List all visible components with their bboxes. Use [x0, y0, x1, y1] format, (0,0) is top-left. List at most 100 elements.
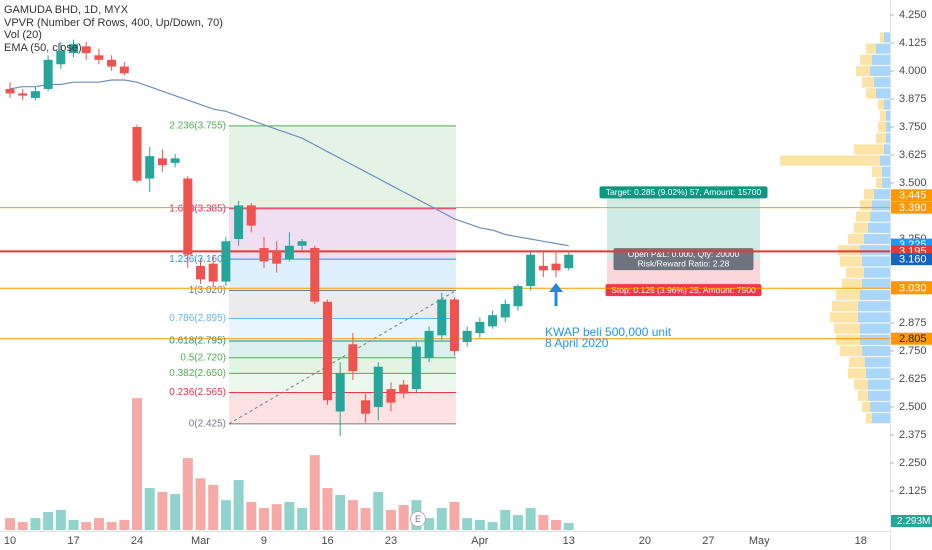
candle-body	[488, 315, 498, 327]
x-tick-label: 20	[639, 535, 651, 547]
vpvr-up-bar	[860, 289, 890, 301]
vpvr-up-bar	[880, 155, 890, 166]
fib-level-label: 1.618(3.385)	[169, 203, 226, 214]
volume-bar	[512, 515, 523, 530]
candle-body	[94, 55, 104, 60]
candle-body	[437, 299, 447, 336]
price-label: 3.160	[899, 254, 927, 266]
candle-body	[373, 366, 383, 408]
candle-body	[361, 400, 371, 414]
candle-body	[449, 299, 459, 352]
candle-body	[69, 44, 79, 54]
indicator-legend: VPVR (Number Of Rows, 400, Up/Down, 70)	[4, 17, 223, 29]
vpvr-down-bar	[878, 99, 884, 110]
candle-body	[107, 59, 117, 67]
vpvr-down-bar	[848, 368, 866, 379]
y-tick-label: 2.875	[899, 317, 927, 329]
volume-bar	[398, 505, 409, 530]
volume-bar	[360, 508, 371, 530]
volume-bar	[119, 519, 130, 530]
price-label-bg	[891, 245, 932, 258]
candle-body	[234, 205, 244, 240]
vpvr-up-bar	[884, 32, 890, 43]
vpvr-down-bar	[848, 233, 864, 245]
y-tick-label: 3.875	[899, 93, 927, 105]
vpvr-down-bar	[849, 357, 865, 368]
vpvr-down-bar	[832, 301, 858, 312]
volume-bar	[81, 522, 92, 530]
candle-body	[297, 241, 307, 246]
vpvr-down-bar	[846, 267, 864, 278]
fib-zone	[229, 290, 456, 319]
vpvr-down-bar	[854, 379, 868, 390]
volume-bar	[157, 491, 168, 530]
price-label-bg	[891, 189, 932, 202]
candle-body	[221, 241, 231, 282]
x-tick-label: 10	[4, 535, 16, 547]
candle-body	[145, 156, 155, 179]
vpvr-down-bar	[834, 323, 860, 334]
volume-bar	[322, 487, 333, 530]
volume-bar	[5, 518, 16, 530]
candle-body	[132, 127, 142, 181]
price-lines	[0, 79, 890, 340]
volume-bar	[538, 515, 549, 530]
annotation-text: KWAP beli 500,000 unit	[545, 325, 672, 339]
vpvr-down-bar	[840, 256, 862, 267]
volume-bar	[424, 518, 435, 530]
ema-line	[9, 79, 569, 247]
fib-tool: 0(2.425) 0.236(2.565) 0.382(2.650) 0.5(2.72…	[169, 121, 457, 429]
candle-body	[30, 91, 40, 98]
vpvr-up-bar	[865, 357, 890, 368]
candle-body	[411, 346, 421, 390]
price-label-bg	[891, 282, 932, 295]
vpvr-up-bar	[864, 233, 890, 245]
volume-bar	[563, 523, 574, 530]
volume-bar	[551, 519, 562, 530]
vpvr-down-bar	[854, 222, 868, 233]
overlays: KWAP beli 500,000 unit 8 April 2020 E GA…	[4, 4, 672, 527]
annotation-arrow-head	[549, 283, 563, 292]
fib-level-label: 0.5(2.720)	[180, 352, 226, 363]
vpvr-up-bar	[866, 368, 890, 379]
candle-body	[310, 247, 320, 302]
earnings-marker[interactable]	[410, 511, 426, 527]
volume-bar	[43, 512, 54, 530]
indicator-legend: Vol (20)	[4, 29, 42, 41]
position-pnl-label: Open P&L: 0.000, Qty: 20000	[628, 249, 740, 259]
vpvr-down-bar	[880, 110, 886, 121]
volume-pane	[5, 398, 574, 530]
candle-body	[335, 373, 345, 412]
y-tick-label: 4.125	[899, 37, 927, 49]
vpvr-down-bar	[878, 121, 886, 133]
vpvr-up-bar	[862, 345, 890, 357]
vpvr-down-bar	[854, 144, 884, 155]
vpvr-up-bar	[860, 323, 890, 334]
vpvr-up-bar	[868, 390, 890, 401]
x-tick-label: 23	[385, 535, 397, 547]
price-label: 3.445	[899, 190, 927, 202]
vpvr-down-bar	[856, 65, 870, 77]
candle-body	[399, 384, 409, 394]
price-label-bg	[891, 201, 932, 214]
y-tick-label: 2.125	[899, 485, 927, 497]
vpvr-down-bar	[856, 211, 870, 222]
volume-bar	[373, 491, 384, 530]
symbol-title: GAMUDA BHD, 1D, MYX	[4, 4, 129, 16]
vpvr-down-bar	[866, 43, 876, 54]
volume-bar	[144, 487, 155, 530]
fib-zone	[229, 125, 456, 209]
vpvr-up-bar	[886, 133, 890, 144]
fib-trend-line	[228, 290, 457, 425]
candle-body	[348, 344, 358, 372]
volume-bar	[208, 484, 219, 530]
volume-bar	[525, 508, 536, 530]
position-label-bg	[605, 284, 762, 297]
candle-body	[462, 330, 472, 343]
y-tick-label: 2.500	[899, 401, 927, 413]
vpvr-up-bar	[884, 144, 890, 155]
candle-body	[564, 254, 574, 269]
vpvr-up-bar	[858, 312, 890, 323]
